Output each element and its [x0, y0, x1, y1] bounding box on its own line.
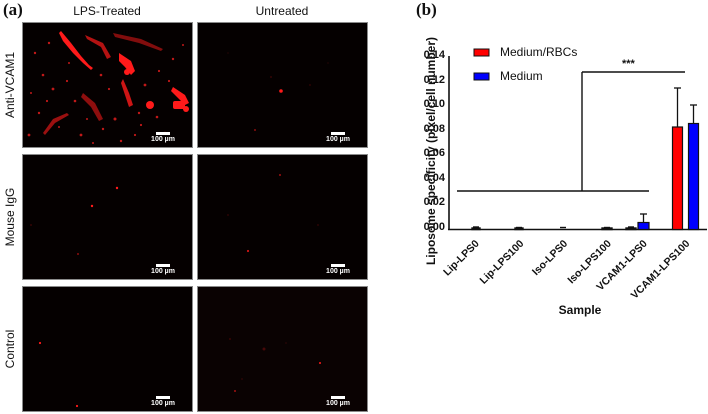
y-tick-label: 0.00	[423, 221, 445, 233]
significance-bracket	[457, 71, 685, 192]
fluorescence-signal	[227, 52, 329, 131]
scale-bar: 100 µm	[323, 264, 353, 275]
y-tick-label: 0.06	[423, 147, 445, 159]
micrograph-mouse-igg-lps-treated: 100 µm	[22, 154, 193, 280]
column-title-untreated: Untreated	[255, 4, 309, 18]
micrograph-anti-vcam1-lps-treated: 100 µm	[22, 22, 193, 148]
y-tick-label: 0.04	[423, 172, 445, 184]
bar-vcam1-lps100-medium-rbcs	[671, 126, 684, 231]
panel-b-label: (b)	[416, 0, 437, 19]
micrograph-anti-vcam1-untreated: 100 µm	[197, 22, 368, 148]
fluorescence-signal	[38, 341, 79, 408]
bar-vcam1-lps100-medium	[687, 122, 700, 231]
scale-bar: 100 µm	[148, 396, 178, 407]
column-title-lps-treated: LPS-Treated	[73, 4, 141, 18]
y-tick-label: 0.02	[423, 196, 445, 208]
scale-bar: 100 µm	[148, 264, 178, 275]
panel-a-label: (a)	[3, 0, 23, 19]
fluorescence-signal	[229, 338, 321, 392]
micrograph-control-lps-treated: 100 µm	[22, 286, 193, 412]
fluorescence-signal	[27, 31, 189, 144]
bar-vcam1-lps0-medium	[637, 221, 650, 231]
legend-label-medium: Medium	[500, 69, 543, 83]
scale-bar: 100 µm	[323, 132, 353, 143]
legend-swatch-medium-rbcs	[473, 48, 490, 57]
y-tick-label: 0.10	[423, 98, 445, 110]
fluorescence-signal	[227, 174, 319, 253]
legend-label-medium-rbcs: Medium/RBCs	[500, 45, 578, 59]
y-tick-label: 0.08	[423, 123, 445, 135]
scale-bar: 100 µm	[323, 396, 353, 407]
y-tick-label: 0.14	[423, 49, 445, 61]
micrograph-mouse-igg-untreated: 100 µm	[197, 154, 368, 280]
micrograph-control-untreated: 100 µm	[197, 286, 368, 412]
legend-swatch-medium	[473, 72, 490, 81]
x-axis-title: Sample	[558, 303, 602, 317]
near-zero-bars	[471, 226, 637, 231]
scale-bar: 100 µm	[148, 132, 178, 143]
significance-label: ***	[622, 58, 635, 70]
y-tick-label: 0.12	[423, 74, 445, 86]
fluorescence-signal	[30, 186, 119, 255]
